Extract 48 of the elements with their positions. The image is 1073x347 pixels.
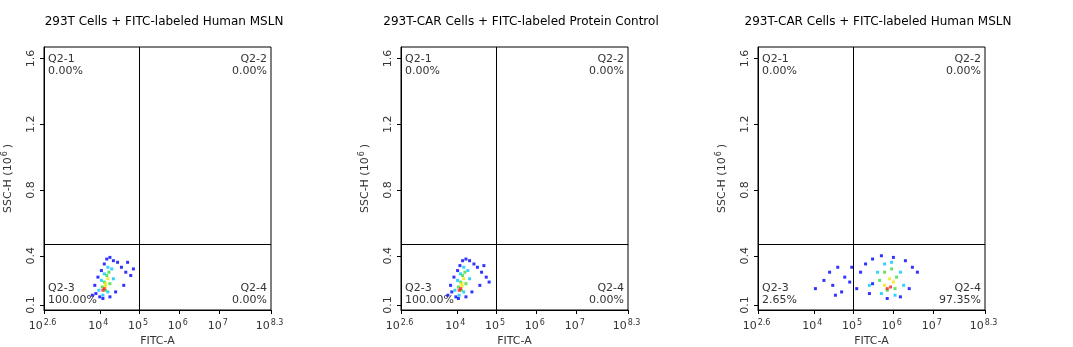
- y-tick-label: 0.1: [738, 296, 751, 314]
- y-axis-title: SSC-H (106): [0, 143, 14, 214]
- y-tick-label: 1.2: [738, 115, 751, 134]
- x-axis-title: FITC-A: [497, 334, 533, 347]
- x-axis-title: FITC-A: [140, 334, 176, 347]
- y-tick-label: 1.6: [738, 49, 751, 68]
- annotation: 0.00%: [232, 64, 267, 77]
- annotation: Q2-2: [597, 52, 624, 65]
- y-tick-label: 1.6: [381, 49, 394, 68]
- annotation: Q2-1: [405, 52, 432, 65]
- annotation: Q2-1: [48, 52, 75, 65]
- annotation: 100.00%: [48, 293, 97, 306]
- annotation: 0.00%: [48, 64, 83, 77]
- annotation: 0.00%: [232, 293, 267, 306]
- annotation: Q2-4: [954, 281, 981, 294]
- annotation: 0.00%: [946, 64, 981, 77]
- annotation: Q2-2: [240, 52, 267, 65]
- y-tick-label: 0.1: [381, 296, 394, 314]
- annotation: 100.00%: [405, 293, 454, 306]
- y-tick-label: 1.2: [381, 115, 394, 134]
- y-axis-title: SSC-H (106): [356, 143, 371, 214]
- annotation: 2.65%: [762, 293, 797, 306]
- annotation: Q2-3: [48, 281, 75, 294]
- annotation: Q2-3: [762, 281, 789, 294]
- y-tick-label: 1.6: [24, 49, 37, 68]
- y-tick-label: 1.2: [24, 115, 37, 134]
- annotation: Q2-4: [597, 281, 624, 294]
- y-tick-label: 0.8: [738, 181, 751, 199]
- y-tick-label: 0.4: [738, 247, 751, 265]
- y-tick-label: 0.1: [24, 296, 37, 314]
- y-axis-title: SSC-H (106): [713, 143, 728, 214]
- annotation: Q2-3: [405, 281, 432, 294]
- annotation: 0.00%: [589, 293, 624, 306]
- annotation: Q2-1: [762, 52, 789, 65]
- chart-title: 293T Cells + FITC-labeled Human MSLN: [44, 14, 284, 28]
- annotation: 97.35%: [939, 293, 981, 306]
- y-tick-label: 0.8: [381, 181, 394, 199]
- x-axis-title: FITC-A: [854, 334, 890, 347]
- annotation: 0.00%: [589, 64, 624, 77]
- y-tick-label: 0.4: [381, 247, 394, 265]
- y-tick-label: 0.8: [24, 181, 37, 199]
- annotation: Q2-2: [954, 52, 981, 65]
- chart-title: 293T-CAR Cells + FITC-labeled Human MSLN: [744, 14, 1012, 28]
- chart-title: 293T-CAR Cells + FITC-labeled Protein Control: [383, 14, 659, 28]
- annotation: Q2-4: [240, 281, 267, 294]
- annotation: 0.00%: [762, 64, 797, 77]
- annotation: 0.00%: [405, 64, 440, 77]
- y-tick-label: 0.4: [24, 247, 37, 265]
